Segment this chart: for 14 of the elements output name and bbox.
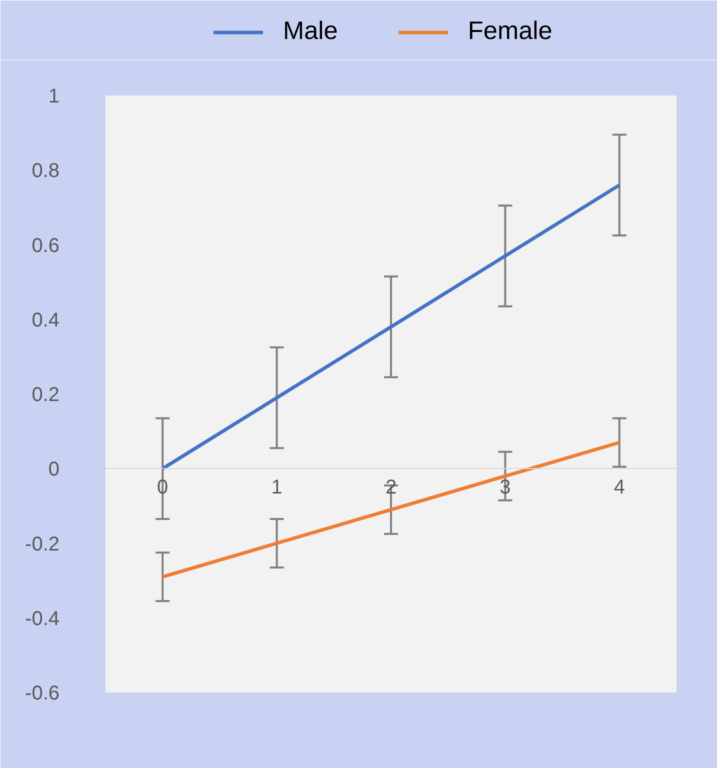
y-tick-label: 0.8 <box>32 160 60 182</box>
legend-label: Female <box>468 17 552 46</box>
y-tick-label: -0.4 <box>25 608 60 630</box>
legend-label: Male <box>283 17 338 46</box>
x-tick-label: 1 <box>271 476 282 499</box>
line-series <box>160 183 622 470</box>
y-tick-label: 0.6 <box>32 234 60 257</box>
x-tick-label: 4 <box>614 476 625 499</box>
y-tick-label: 0.4 <box>32 309 60 332</box>
y-tick-label: 0.2 <box>32 384 60 406</box>
y-tick-label: -0.2 <box>25 533 60 556</box>
y-tick-label: 0 <box>48 458 60 481</box>
y-tick-label: -0.6 <box>25 682 60 704</box>
y-tick-label: 1 <box>48 86 60 108</box>
